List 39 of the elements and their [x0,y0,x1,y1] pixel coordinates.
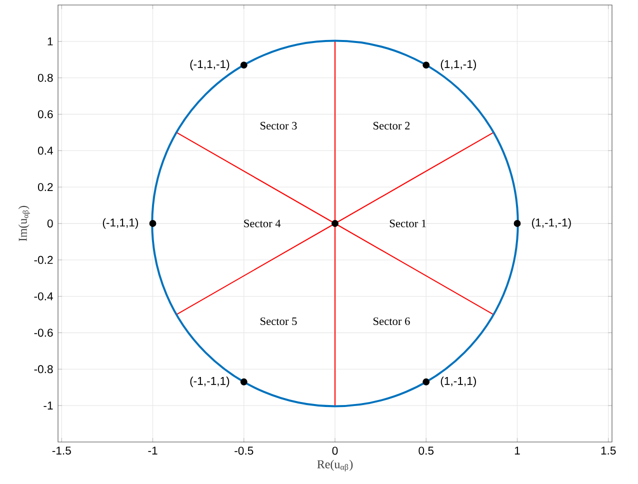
y-tick-label: -0.8 [34,365,53,374]
point [514,220,521,227]
x-tick-label: -1.5 [52,446,71,455]
y-tick-label: 1 [48,38,53,46]
annotation: Sector 1 [390,220,426,228]
data-label: (-1,1,-1) [190,60,230,70]
annotation: Sector 3 [260,122,297,130]
x-axis-title: Re(u$_{αβ}$) [317,460,353,472]
y-tick-label: -0.2 [34,256,53,264]
x-tick-label: 1 [514,446,520,454]
point [332,220,338,227]
annotation: Sector 4 [244,220,281,228]
x-tick-label: 0 [332,446,338,455]
x-tick-label: 1.5 [601,446,616,455]
point [240,378,248,386]
y-tick-label: 0.8 [38,74,53,82]
annotation: Sector 6 [374,317,410,326]
data-label: (-1,1,1) [102,218,138,229]
y-axis-title: Im(u$_{αβ}$) [18,206,30,242]
point [240,62,248,69]
annotation: Sector 2 [374,122,410,130]
y-tick-label: -0.4 [34,292,53,300]
point [422,62,430,69]
point [149,220,156,227]
x-tick-label: -1 [148,446,158,454]
y-tick-label: 0 [47,219,53,228]
y-tick-label: 0.6 [38,110,53,118]
x-tick-label: 0.5 [418,446,434,455]
data-label: (1,1,-1) [440,60,476,70]
y-tick-label: 0.2 [38,183,53,192]
y-tick-label: 0.4 [38,146,53,155]
y-tick-label: -1 [44,402,53,410]
annotation: Sector 5 [260,317,297,326]
data-label: (1,-1,-1) [532,218,571,229]
x-tick-label: -0.5 [234,446,254,455]
point [422,378,430,386]
data-label: (1,-1,1) [440,376,476,388]
y-tick-label: -0.6 [34,328,53,337]
data-label: (-1,-1,1) [190,376,230,388]
